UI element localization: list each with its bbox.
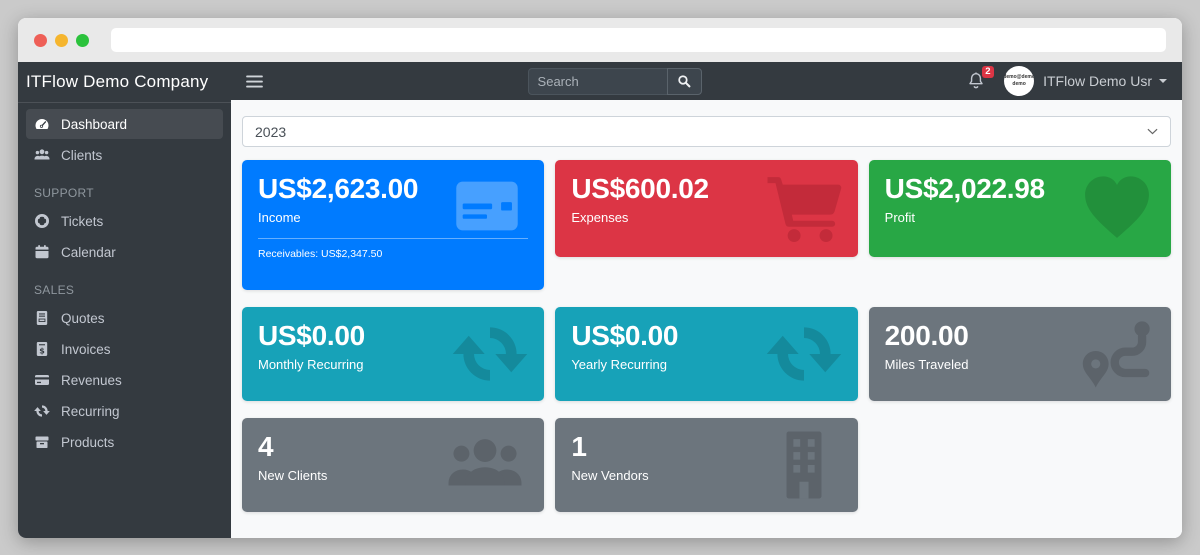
- credit-card-icon: [34, 372, 50, 388]
- user-dropdown[interactable]: ITFlow Demo Usr: [1043, 73, 1167, 89]
- monthly-recurring-label: Monthly Recurring: [258, 357, 364, 373]
- heart-icon: [1079, 171, 1155, 247]
- sync-icon: [34, 403, 50, 419]
- income-label: Income: [258, 210, 301, 226]
- avatar-text: demo: [1012, 81, 1026, 87]
- miles-traveled-label: Miles Traveled: [884, 357, 969, 373]
- life-ring-icon: [34, 213, 50, 229]
- sidebar-item-label: Revenues: [61, 372, 122, 388]
- dashboard-content: 2023 US$2,623.00 Income Receivables: US$…: [231, 100, 1182, 538]
- minimize-window-button[interactable]: [55, 33, 68, 47]
- sidebar-item-label: Recurring: [61, 403, 120, 419]
- monthly-recurring-card: US$0.00 Monthly Recurring: [242, 307, 545, 401]
- monthly-recurring-amount: US$0.00: [258, 320, 365, 351]
- sidebar-item-invoices[interactable]: Invoices: [26, 334, 223, 364]
- expenses-label: Expenses: [571, 210, 629, 226]
- income-card: US$2,623.00 Income Receivables: US$2,347…: [242, 160, 545, 290]
- calendar-icon: [34, 244, 50, 260]
- caret-down-icon: [1159, 79, 1167, 83]
- building-icon: [766, 427, 842, 503]
- avatar-text: demo@demo: [1004, 74, 1035, 80]
- chevron-down-icon: [1147, 128, 1158, 135]
- search-icon: [677, 74, 691, 88]
- year-select[interactable]: 2023: [242, 116, 1171, 147]
- profit-label: Profit: [884, 210, 915, 226]
- sidebar-item-dashboard[interactable]: Dashboard: [26, 109, 223, 139]
- new-clients-label: New Clients: [258, 468, 328, 484]
- new-clients-count: 4: [258, 431, 274, 462]
- sidebar-item-label: Clients: [61, 147, 103, 163]
- new-vendors-count: 1: [571, 431, 587, 462]
- sidebar-item-label: Dashboard: [61, 116, 128, 132]
- receivables-text: Receivables: US$2,347.50: [258, 248, 383, 261]
- sidebar-item-clients[interactable]: Clients: [26, 140, 223, 170]
- close-window-button[interactable]: [34, 33, 47, 47]
- yearly-recurring-card: US$0.00 Yearly Recurring: [555, 307, 858, 401]
- miles-traveled-amount: 200.00: [884, 320, 969, 351]
- tachometer-icon: [34, 116, 50, 132]
- search-form: [527, 67, 702, 95]
- notification-badge: 2: [981, 66, 995, 79]
- url-bar[interactable]: [111, 28, 1166, 52]
- notifications-button[interactable]: 2: [966, 66, 995, 91]
- profit-card: US$2,022.98 Profit: [868, 160, 1171, 257]
- yearly-recurring-amount: US$0.00: [571, 320, 679, 351]
- sidebar-item-label: Quotes: [61, 310, 105, 326]
- user-name: ITFlow Demo Usr: [1043, 73, 1152, 89]
- sidebar-section-sales: SALES: [34, 283, 75, 297]
- hamburger-menu-icon[interactable]: [246, 75, 263, 88]
- sidebar-item-label: Tickets: [61, 213, 104, 229]
- yearly-recurring-label: Yearly Recurring: [571, 357, 667, 373]
- avatar[interactable]: demo@demo demo: [1004, 66, 1035, 96]
- sidebar-item-recurring[interactable]: Recurring: [26, 396, 223, 426]
- users-icon: [442, 427, 528, 503]
- new-vendors-card: 1 New Vendors: [555, 418, 858, 512]
- new-vendors-label: New Vendors: [571, 468, 649, 484]
- maximize-window-button[interactable]: [76, 33, 89, 47]
- file-invoice-icon: [34, 310, 50, 326]
- company-brand: ITFlow Demo Company: [18, 62, 231, 103]
- sidebar-item-label: Invoices: [61, 341, 111, 357]
- sidebar-nav: Dashboard Clients SUPPORT Tickets Calend…: [18, 103, 231, 463]
- miles-traveled-card: 200.00 Miles Traveled: [868, 307, 1171, 401]
- expenses-amount: US$600.02: [571, 173, 709, 204]
- sidebar: ITFlow Demo Company Dashboard Clients SU…: [18, 62, 231, 538]
- new-clients-card: 4 New Clients: [242, 418, 545, 512]
- credit-card-icon: [446, 174, 528, 238]
- sidebar-item-calendar[interactable]: Calendar: [26, 237, 223, 267]
- top-navbar: 2 demo@demo demo ITFlow Demo Usr: [231, 62, 1182, 100]
- sidebar-item-revenues[interactable]: Revenues: [26, 365, 223, 395]
- sidebar-item-products[interactable]: Products: [26, 427, 223, 457]
- sidebar-item-quotes[interactable]: Quotes: [26, 303, 223, 333]
- search-button[interactable]: [666, 67, 702, 95]
- expenses-card: US$600.02 Expenses: [555, 160, 858, 257]
- route-icon: [1079, 316, 1155, 392]
- card-divider: [258, 238, 529, 240]
- sidebar-section-support: SUPPORT: [34, 186, 94, 200]
- sync-icon: [452, 316, 528, 392]
- file-invoice-dollar-icon: [34, 341, 50, 357]
- search-input[interactable]: [527, 67, 668, 95]
- browser-window: ITFlow Demo Company Dashboard Clients SU…: [18, 18, 1182, 538]
- profit-amount: US$2,022.98: [884, 173, 1045, 204]
- app-shell: ITFlow Demo Company Dashboard Clients SU…: [18, 62, 1182, 538]
- sidebar-item-label: Products: [61, 434, 115, 450]
- users-icon: [34, 147, 50, 163]
- sidebar-item-label: Calendar: [61, 244, 116, 260]
- sync-icon: [766, 316, 842, 392]
- year-select-value: 2023: [255, 123, 287, 140]
- sidebar-item-tickets[interactable]: Tickets: [26, 206, 223, 236]
- shopping-cart-icon: [766, 171, 842, 247]
- stat-cards-grid: US$2,623.00 Income Receivables: US$2,347…: [242, 160, 1171, 512]
- browser-chrome: [18, 18, 1182, 62]
- box-icon: [34, 434, 50, 450]
- income-amount: US$2,623.00: [258, 173, 419, 204]
